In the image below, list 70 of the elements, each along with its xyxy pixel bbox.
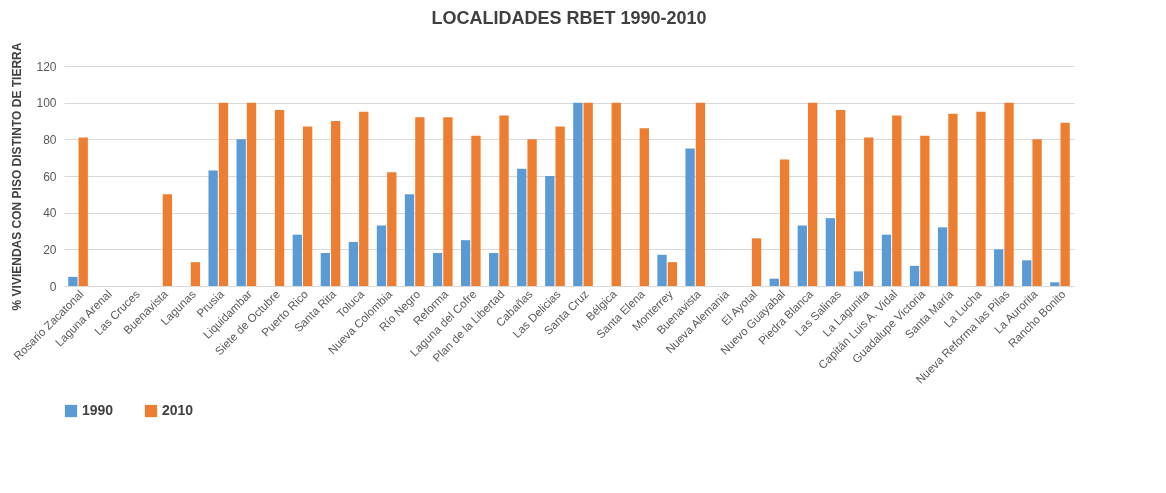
bar (460, 240, 471, 286)
bar (555, 126, 565, 286)
bar (937, 227, 948, 286)
bar (836, 110, 846, 286)
bar (639, 128, 649, 286)
bar (825, 218, 836, 286)
bar (1004, 102, 1014, 286)
bar (190, 262, 201, 286)
bar (517, 168, 527, 286)
bar (274, 110, 285, 286)
bar (1032, 139, 1042, 286)
bar (948, 113, 958, 286)
bar (611, 102, 621, 286)
bar (376, 225, 387, 286)
bar (499, 115, 509, 286)
bar (404, 194, 415, 286)
chart-title: LOCALIDADES RBET 1990-2010 (431, 8, 707, 29)
bar (685, 148, 695, 286)
bar (331, 121, 341, 286)
y-tick-label: 40 (43, 206, 57, 221)
bar (807, 102, 818, 286)
y-tick-label: 20 (43, 242, 57, 257)
bar (797, 225, 807, 286)
legend-label: 2010 (162, 402, 194, 418)
bar (1060, 122, 1070, 286)
bar (302, 126, 313, 286)
bar (545, 176, 555, 286)
bar (909, 265, 920, 286)
bar (415, 117, 425, 286)
bar (471, 135, 481, 286)
bar (881, 234, 892, 286)
bar (68, 276, 78, 286)
bar (573, 102, 583, 286)
bar (667, 262, 678, 286)
bar (443, 117, 453, 286)
bar (920, 135, 930, 286)
y-tick-label: 100 (36, 96, 57, 111)
bar (1022, 260, 1032, 286)
bar (78, 137, 88, 286)
bar (320, 253, 331, 286)
bar (432, 253, 443, 286)
y-tick-label: 60 (43, 169, 57, 184)
bar (218, 102, 229, 286)
bar (751, 238, 762, 286)
bar (387, 172, 397, 286)
bar (489, 253, 499, 286)
bar (994, 249, 1004, 286)
bar (246, 102, 257, 286)
bar (657, 254, 667, 286)
y-tick-label: 120 (36, 59, 57, 74)
y-tick-label: 80 (43, 132, 57, 147)
y-axis-title: % VIVIENDAS CON PISO DISTINTO DE TIERRA (10, 42, 25, 311)
y-tick-label: 0 (49, 279, 57, 294)
bar (853, 271, 864, 286)
bar (527, 139, 537, 286)
bar (359, 111, 369, 286)
bar (779, 159, 790, 286)
bar (892, 115, 902, 286)
bar (583, 102, 593, 286)
bar (208, 170, 218, 286)
bar (292, 234, 302, 286)
bar (769, 278, 779, 286)
bar (236, 139, 246, 286)
bar (695, 102, 706, 286)
bar (976, 111, 986, 286)
bar (348, 242, 359, 286)
legend-label: 1990 (82, 402, 114, 418)
bar (864, 137, 874, 286)
bar (162, 194, 173, 286)
bar (1050, 282, 1060, 286)
